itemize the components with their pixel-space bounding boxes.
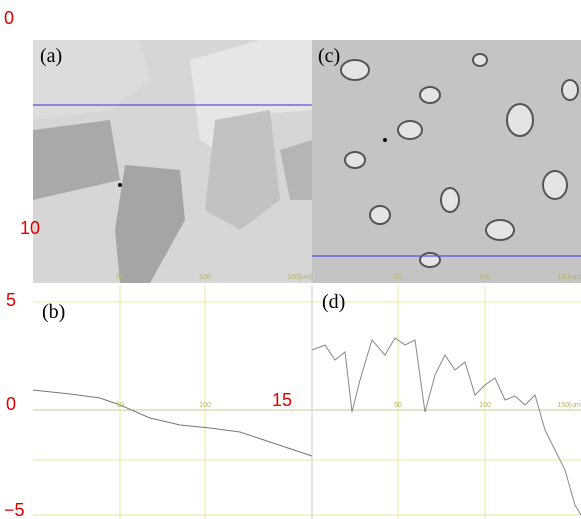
overlay-label: 5 xyxy=(6,290,16,310)
panel-label: (c) xyxy=(318,45,340,67)
axis-label: 50 xyxy=(116,274,124,281)
axis-label: 50 xyxy=(394,274,402,281)
axis-label: 100 xyxy=(199,402,211,409)
axis-label: 50 xyxy=(116,402,124,409)
figure: (a)50100100[um](c)50100150[um](b)50100(d… xyxy=(0,0,581,519)
panel-a-image xyxy=(33,40,312,283)
axis-label: 50 xyxy=(394,402,402,409)
axis-label: 150[um] xyxy=(557,274,581,281)
profile-d xyxy=(312,338,581,515)
axis-label: 100 xyxy=(479,402,491,409)
axis-label: 100 xyxy=(199,274,211,281)
overlay-label: 0 xyxy=(6,394,16,414)
panel-label: (a) xyxy=(40,45,62,67)
profile-b xyxy=(33,390,312,456)
panel-c-image xyxy=(312,40,581,283)
overlay-label: 0 xyxy=(4,8,14,28)
overlay-label: 15 xyxy=(272,390,292,410)
overlay-label: 10 xyxy=(20,218,40,238)
axis-label: 150[um] xyxy=(557,402,581,409)
axis-label: 100 xyxy=(479,274,491,281)
overlay-label: −5 xyxy=(4,500,25,519)
panel-label: (d) xyxy=(322,291,345,313)
panel-label: (b) xyxy=(42,301,65,323)
axis-label: 100[um] xyxy=(287,274,312,281)
